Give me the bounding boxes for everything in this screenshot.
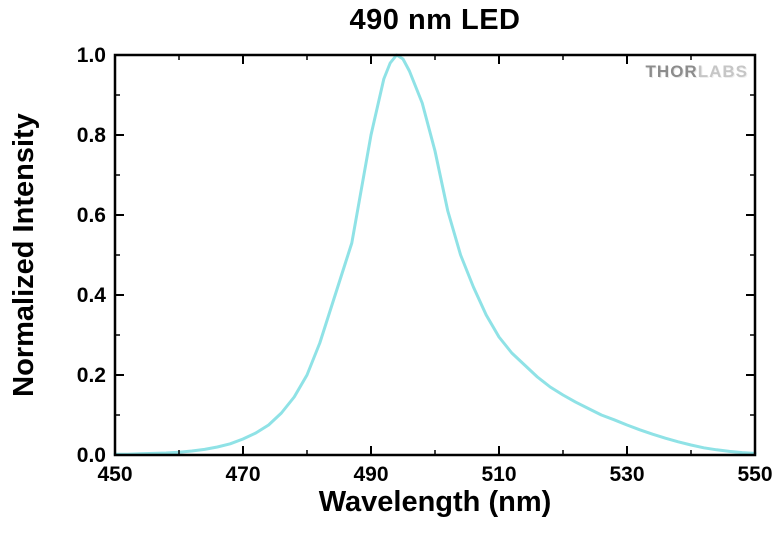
- y-tick-label: 0.4: [77, 284, 107, 307]
- y-tick-label: 0.0: [77, 444, 106, 467]
- chart-title: 490 nm LED: [349, 4, 521, 36]
- logo-text-thor: THOR: [645, 62, 698, 81]
- plot-frame: [113, 53, 757, 457]
- thorlabs-logo: THORLABS: [646, 62, 748, 82]
- x-tick-label: 510: [481, 463, 516, 486]
- x-axis-title: Wavelength (nm): [318, 486, 552, 518]
- spectrum-curve: [113, 53, 757, 456]
- y-tick-label: 0.2: [77, 364, 106, 387]
- y-tick-label: 0.8: [77, 124, 107, 147]
- y-tick-label: 1.0: [77, 44, 106, 67]
- x-tick-label: 470: [225, 463, 260, 486]
- x-tick-label: 530: [609, 463, 644, 486]
- x-tick-label: 490: [353, 463, 388, 486]
- x-tick-label: 550: [737, 463, 772, 486]
- logo-text-labs: LABS: [697, 62, 748, 81]
- y-tick-label: 0.6: [77, 204, 106, 227]
- x-tick-label: 450: [97, 463, 132, 486]
